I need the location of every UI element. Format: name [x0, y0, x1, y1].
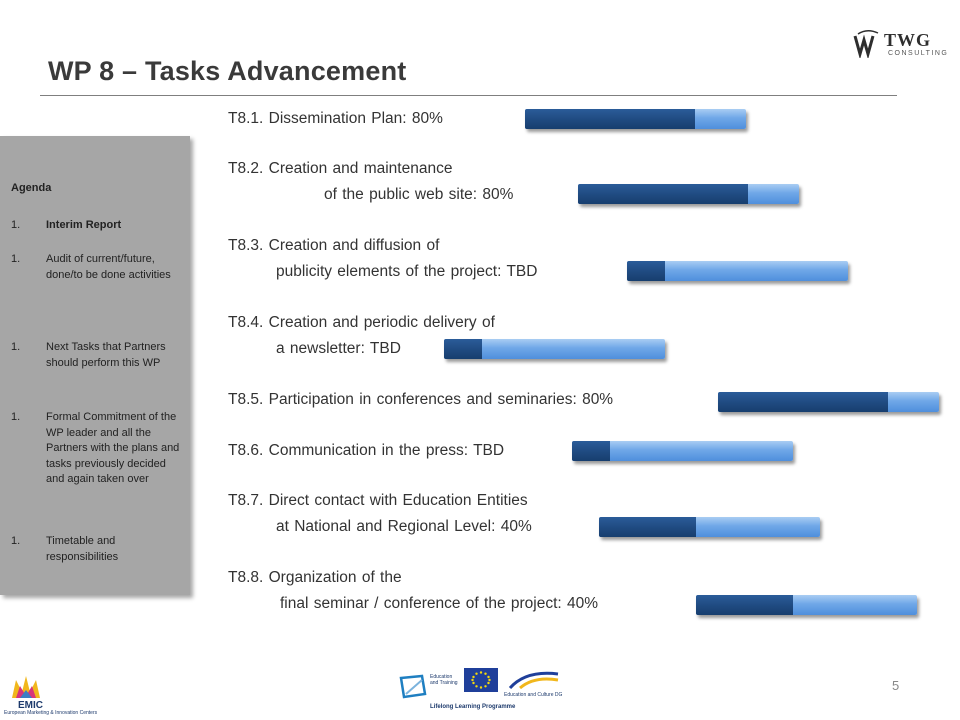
task-line: T8.3. Creation and diffusion of: [228, 237, 440, 254]
agenda-item-label: Next Tasks that Partners should perform …: [46, 341, 166, 369]
task-progress-bar: [444, 339, 665, 359]
agenda-item-number: 1.: [11, 219, 21, 231]
education-training-icon: [399, 674, 427, 699]
emic-name: EMIC: [18, 700, 43, 711]
task-line: at National and Regional Level: 40%: [276, 518, 532, 535]
agenda-item-number: 1.: [11, 253, 21, 265]
task-progress-bar: [627, 261, 848, 281]
twg-consulting-logo: TWG CONSULTING: [852, 26, 947, 66]
task-progress-fill: [599, 517, 697, 537]
task-progress-fill: [696, 595, 794, 615]
task-progress-bar: [599, 517, 820, 537]
task-progress-fill: [525, 109, 696, 129]
agenda-panel: Agenda 1. Interim Report 1. Audit of cur…: [0, 136, 190, 595]
twg-logo-sub: CONSULTING: [888, 50, 949, 57]
twg-logo-name: TWG: [884, 30, 932, 50]
agenda-title: Agenda: [11, 182, 52, 194]
agenda-item-label: Formal Commitment of the WP leader and a…: [46, 411, 180, 485]
task-progress-fill: [627, 261, 665, 281]
task-line: publicity elements of the project: TBD: [276, 263, 538, 280]
education-culture-label: Education and Culture DG: [504, 692, 563, 698]
task-line: final seminar / conference of the projec…: [280, 595, 599, 612]
task-progress-fill: [718, 392, 889, 412]
task-progress-fill: [572, 441, 610, 461]
task-progress-bar: [718, 392, 939, 412]
task-line: T8.5. Participation in conferences and s…: [228, 391, 614, 408]
twg-mark-icon: [853, 30, 879, 58]
agenda-item-label: Timetable and responsibilities: [46, 535, 119, 563]
emic-emblem-icon: [12, 676, 40, 698]
education-training-label: Education and Training: [430, 674, 458, 686]
lifelong-learning-logo: Education and Training Education and Cul…: [396, 664, 601, 720]
task-line: T8.1. Dissemination Plan: 80%: [228, 110, 443, 127]
task-progress-bar: [696, 595, 917, 615]
task-line: T8.2. Creation and maintenance: [228, 160, 453, 177]
task-line: T8.8. Organization of the: [228, 569, 402, 586]
task-line: of the public web site: 80%: [324, 186, 514, 203]
emic-subtitle: European Marketing & Innovation Centers: [4, 710, 98, 716]
agenda-item-number: 1.: [11, 411, 21, 423]
task-line: T8.4. Creation and periodic delivery of: [228, 314, 495, 331]
task-progress-fill: [444, 339, 482, 359]
task-progress-fill: [578, 184, 749, 204]
task-progress-bar: [525, 109, 746, 129]
page-number: 5: [892, 678, 900, 693]
education-culture-emblem-icon: [508, 671, 559, 690]
agenda-item-label: Interim Report: [46, 219, 122, 231]
eu-flag-icon: [464, 668, 498, 692]
emic-logo: [4, 672, 154, 720]
task-progress-bar: [578, 184, 799, 204]
page-title: WP 8 – Tasks Advancement: [48, 56, 407, 86]
task-line: a newsletter: TBD: [276, 340, 401, 357]
task-line: T8.6. Communication in the press: TBD: [228, 442, 505, 459]
agenda-item-label: Audit of current/future, done/to be done…: [46, 253, 171, 281]
title-divider: [40, 95, 897, 96]
task-progress-bar: [572, 441, 793, 461]
agenda-item-number: 1.: [11, 341, 21, 353]
task-line: T8.7. Direct contact with Education Enti…: [228, 492, 528, 509]
programme-label: Lifelong Learning Programme: [430, 704, 516, 710]
agenda-item-number: 1.: [11, 535, 21, 547]
